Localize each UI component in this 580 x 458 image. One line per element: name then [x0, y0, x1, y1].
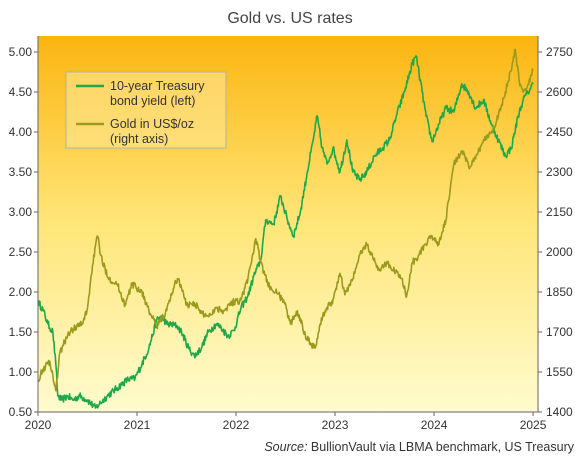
y-left-tick-label: 0.50: [9, 405, 33, 419]
x-tick-label: 2021: [124, 418, 151, 432]
y-left-tick-label: 1.00: [9, 365, 33, 379]
y-left-tick-label: 3.00: [9, 205, 33, 219]
y-right-tick-label: 1400: [546, 405, 573, 419]
source-label: Source:: [264, 440, 307, 454]
y-right-tick-label: 1550: [546, 365, 573, 379]
y-right-tick-label: 2750: [546, 45, 573, 59]
y-left-tick-label: 4.00: [9, 125, 33, 139]
y-left-tick-label: 2.50: [9, 245, 33, 259]
series-line-yield: [38, 55, 534, 409]
legend-label-gold-line2: (right axis): [110, 132, 168, 146]
y-right-tick-label: 2600: [546, 85, 573, 99]
x-tick-label: 2022: [223, 418, 250, 432]
y-right-tick-label: 1700: [546, 325, 573, 339]
legend: 10-year Treasury bond yield (left) Gold …: [65, 71, 227, 149]
chart-title: Gold vs. US rates: [227, 10, 352, 27]
source-note: Source: BullionVault via LBMA benchmark,…: [264, 440, 574, 454]
x-tick-label: 2025: [520, 418, 547, 432]
legend-label-yield-line1: 10-year Treasury: [110, 79, 205, 93]
y-right-tick-label: 2450: [546, 125, 573, 139]
y-left-tick-label: 4.50: [9, 85, 33, 99]
source-text: BullionVault via LBMA benchmark, US Trea…: [307, 440, 574, 454]
y-right-tick-label: 2000: [546, 245, 573, 259]
y-right-tick-label: 1850: [546, 285, 573, 299]
legend-label-yield-line2: bond yield (left): [110, 94, 195, 108]
y-left-tick-label: 1.50: [9, 325, 33, 339]
x-tick-label: 2020: [25, 418, 52, 432]
x-tick-label: 2023: [322, 418, 349, 432]
y-left-tick-label: 2.00: [9, 285, 33, 299]
x-tick-label: 2024: [421, 418, 448, 432]
y-right-tick-label: 2300: [546, 165, 573, 179]
y-right-tick-label: 2150: [546, 205, 573, 219]
y-left-tick-label: 5.00: [9, 45, 33, 59]
legend-label-gold-line1: Gold in US$/oz: [110, 117, 194, 131]
y-left-tick-label: 3.50: [9, 165, 33, 179]
series-line-gold: [38, 48, 534, 392]
